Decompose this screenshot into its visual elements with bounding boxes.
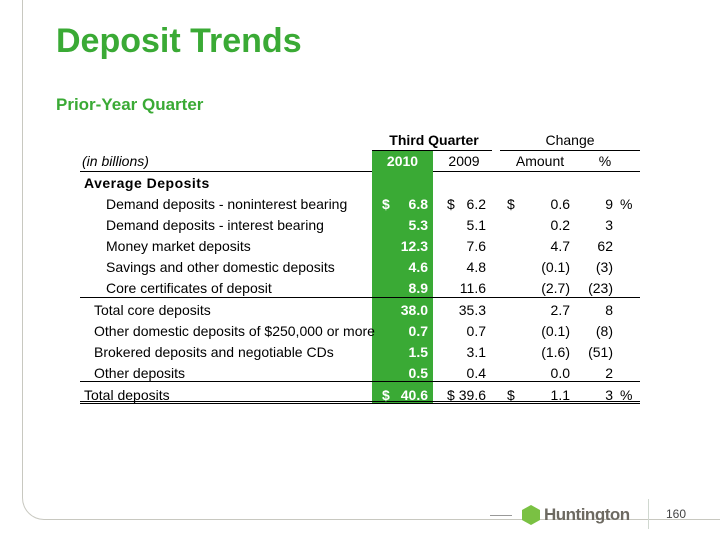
dollar-sign: $: [447, 387, 455, 403]
value-2010: 0.5: [408, 365, 428, 381]
value-2010: 12.3: [400, 238, 428, 254]
value-2009: 3.1: [466, 344, 486, 360]
value-2009: 39.6: [458, 387, 486, 403]
change-pct: 9: [605, 196, 613, 212]
change-amount: 0.2: [550, 217, 570, 233]
dollar-sign: $: [447, 196, 455, 212]
change-pct: (3): [595, 259, 613, 275]
col-2009: 2009: [448, 153, 480, 169]
row-label: Core certificates of deposit: [106, 280, 272, 296]
value-2010: 8.9: [408, 280, 428, 296]
value-2009: 5.1: [466, 217, 486, 233]
divider: [80, 401, 640, 402]
value-2009: 7.6: [466, 238, 486, 254]
row-label: Other domestic deposits of $250,000 or m…: [94, 323, 375, 339]
row-label: Demand deposits - interest bearing: [106, 217, 324, 233]
value-2010: 40.6: [400, 387, 428, 403]
row-label: Total deposits: [84, 387, 170, 403]
change-amount: (1.6): [541, 344, 570, 360]
header-third-quarter: Third Quarter: [389, 132, 479, 148]
divider: [80, 403, 640, 404]
logo-text: Huntington: [544, 505, 630, 524]
divider: [80, 381, 640, 382]
divider: [372, 150, 492, 151]
row-label: Demand deposits - noninterest bearing: [106, 196, 348, 212]
row-label: Money market deposits: [106, 238, 251, 254]
value-2010: 38.0: [400, 302, 428, 318]
col-2010: 2010: [386, 153, 419, 169]
logo-hex-icon: [522, 505, 540, 525]
row-label: Savings and other domestic deposits: [106, 259, 335, 275]
dollar-sign: $: [382, 196, 390, 212]
page-title: Deposit Trends: [56, 22, 302, 60]
pct-sign: %: [620, 196, 633, 212]
value-2010: 6.8: [408, 196, 428, 212]
page-subtitle: Prior-Year Quarter: [56, 95, 204, 114]
value-2009: 6.2: [466, 196, 486, 212]
row-label: Other deposits: [94, 365, 186, 381]
change-amount: 0.6: [550, 196, 570, 212]
change-pct: 8: [605, 302, 613, 318]
change-pct: 3: [605, 387, 613, 403]
value-2009: 0.4: [466, 365, 486, 381]
change-amount: 1.1: [550, 387, 570, 403]
slide-frame: [22, 0, 720, 520]
units-label: (in billions): [82, 153, 149, 169]
change-pct: 62: [597, 238, 613, 254]
change-pct: (23): [588, 280, 613, 296]
dollar-sign: $: [507, 196, 515, 212]
divider: [433, 171, 640, 172]
row-label: Brokered deposits and negotiable CDs: [94, 344, 334, 360]
change-amount: 0.0: [550, 365, 570, 381]
huntington-logo: Huntington: [522, 505, 630, 525]
change-amount: (0.1): [541, 259, 570, 275]
change-amount: (0.1): [541, 323, 570, 339]
pct-sign: %: [620, 387, 633, 403]
col-pct: %: [598, 153, 612, 169]
change-pct: 3: [605, 217, 613, 233]
dollar-sign: $: [382, 387, 390, 403]
section-average-deposits: Average Deposits: [84, 175, 210, 191]
value-2009: 35.3: [458, 302, 486, 318]
change-pct: 2: [605, 365, 613, 381]
page-number: 160: [666, 507, 687, 521]
change-amount: 4.7: [550, 238, 570, 254]
change-pct: (8): [595, 323, 613, 339]
change-amount: (2.7): [541, 280, 570, 296]
divider: [80, 297, 640, 298]
change-amount: 2.7: [550, 302, 570, 318]
change-pct: (51): [588, 344, 613, 360]
divider: [80, 171, 372, 172]
divider: [500, 150, 640, 151]
col-amount: Amount: [515, 153, 565, 169]
row-label: Total core deposits: [94, 302, 211, 318]
value-2009: 4.8: [466, 259, 486, 275]
footer-divider: [648, 499, 649, 529]
value-2010: 4.6: [408, 259, 428, 275]
dollar-sign: $: [507, 387, 515, 403]
header-change: Change: [545, 132, 595, 148]
value-2009: 0.7: [466, 323, 486, 339]
footer-divider: [490, 515, 512, 516]
value-2010: 1.5: [408, 344, 428, 360]
value-2010: 5.3: [408, 217, 428, 233]
highlight-column-2010: [372, 151, 433, 403]
value-2010: 0.7: [408, 323, 428, 339]
value-2009: 11.6: [459, 280, 486, 296]
